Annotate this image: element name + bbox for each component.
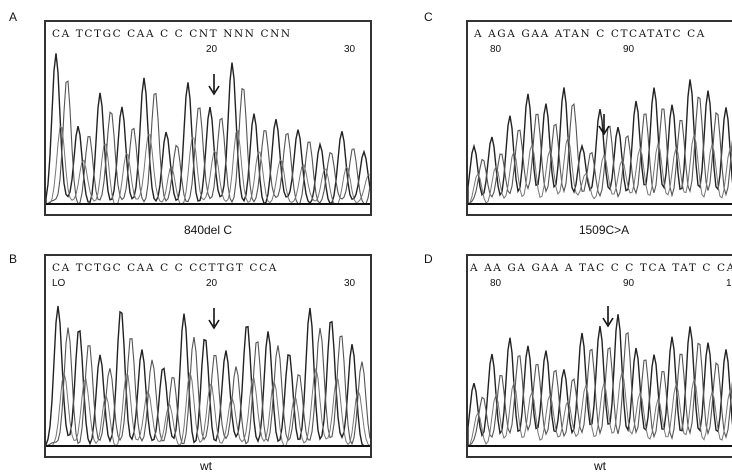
- panel-letter-c: C: [424, 10, 433, 24]
- sequence-label-a: CA TCTGC CAA C C CNT NNN CNN: [52, 28, 292, 40]
- position-label-lo-b: LO: [52, 278, 66, 289]
- chromatogram-frame-b: CA TCTGC CAA C C CCTTGT CCA LO 20 30: [44, 254, 372, 458]
- sequence-label-b: CA TCTGC CAA C C CCTTGT CCA: [52, 262, 278, 274]
- mutation-arrow-a: [208, 74, 220, 96]
- panel-letter-b: B: [9, 252, 18, 266]
- position-number-cut-d: 1: [726, 278, 732, 289]
- chromatogram-frame-d: A AA GA GAA A TAC C C TCA TAT C CA 80 90…: [466, 254, 732, 458]
- chromatogram-frame-c: A AGA GAA ATAN C CTCATATC CA 80 90: [466, 20, 732, 216]
- position-number-30-a: 30: [344, 44, 356, 55]
- position-number-80-c: 80: [490, 44, 502, 55]
- sequence-label-d: A AA GA GAA A TAC C C TCA TAT C CA: [470, 262, 732, 274]
- mutation-arrow-b: [208, 308, 220, 330]
- panel-letter-a: A: [9, 10, 18, 24]
- position-number-80-d: 80: [490, 278, 502, 289]
- chromatogram-trace-c: [468, 79, 732, 205]
- trace-line: [468, 134, 732, 205]
- position-number-90-c: 90: [623, 44, 635, 55]
- chromatogram-trace-b: [46, 305, 370, 447]
- chromatogram-trace-d: [468, 314, 732, 447]
- panel-caption-d: wt: [594, 459, 606, 473]
- position-number-30-b: 30: [344, 278, 356, 289]
- sequence-label-c: A AGA GAA ATAN C CTCATATC CA: [474, 28, 706, 40]
- position-number-90-d: 90: [623, 278, 635, 289]
- trace-line: [468, 331, 732, 447]
- panel-caption-c: 1509C>A: [578, 223, 630, 237]
- trace-line: [46, 305, 370, 447]
- panel-caption-a: 840del C: [183, 223, 233, 237]
- trace-line: [468, 314, 732, 446]
- trace-line: [46, 125, 370, 205]
- panel-letter-d: D: [424, 252, 433, 266]
- trace-line: [46, 327, 370, 447]
- mutation-arrow-d: [602, 306, 614, 328]
- trace-line: [46, 368, 370, 447]
- position-number-20-b: 20: [206, 278, 218, 289]
- panel-caption-b: wt: [200, 459, 212, 473]
- trace-line: [468, 96, 732, 205]
- trace-line: [46, 53, 370, 205]
- mutation-arrow-c: [598, 114, 610, 136]
- chromatogram-trace-a: [46, 53, 370, 205]
- trace-line: [46, 80, 370, 205]
- trace-line: [468, 371, 732, 447]
- chromatogram-frame-a: CA TCTGC CAA C C CNT NNN CNN 20 30: [44, 20, 372, 216]
- position-number-20-a: 20: [206, 44, 218, 55]
- trace-line: [468, 79, 732, 204]
